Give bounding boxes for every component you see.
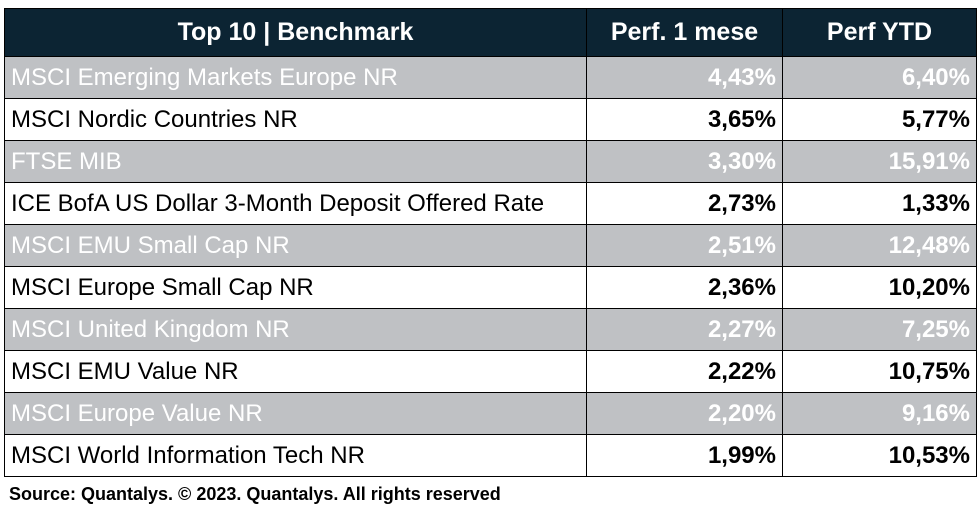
source-note: Source: Quantalys. © 2023. Quantalys. Al… (9, 484, 501, 504)
table-row: FTSE MIB 3,30% 15,91% (4, 140, 977, 183)
perf-1m-value: 2,73% (586, 182, 783, 225)
perf-ytd-value: 10,75% (782, 350, 977, 393)
header-perf-1-mese: Perf. 1 mese (586, 8, 783, 57)
benchmark-name: MSCI Europe Value NR (4, 392, 587, 435)
header-perf-ytd: Perf YTD (782, 8, 977, 57)
benchmark-name: MSCI EMU Small Cap NR (4, 224, 587, 267)
perf-ytd-value: 1,33% (782, 182, 977, 225)
table-row: MSCI Emerging Markets Europe NR 4,43% 6,… (4, 56, 977, 99)
benchmark-name: MSCI Europe Small Cap NR (4, 266, 587, 309)
benchmark-name: MSCI EMU Value NR (4, 350, 587, 393)
perf-ytd-value: 5,77% (782, 98, 977, 141)
table-row: ICE BofA US Dollar 3-Month Deposit Offer… (4, 182, 977, 225)
perf-1m-value: 3,65% (586, 98, 783, 141)
header-row: Top 10 | Benchmark Perf. 1 mese Perf YTD (4, 8, 977, 57)
perf-1m-value: 2,20% (586, 392, 783, 435)
perf-ytd-value: 10,20% (782, 266, 977, 309)
table-row: MSCI World Information Tech NR 1,99% 10,… (4, 434, 977, 477)
perf-ytd-value: 6,40% (782, 56, 977, 99)
table-row: MSCI EMU Small Cap NR 2,51% 12,48% (4, 224, 977, 267)
perf-1m-value: 2,51% (586, 224, 783, 267)
perf-ytd-value: 7,25% (782, 308, 977, 351)
perf-ytd-value: 10,53% (782, 434, 977, 477)
table-row: MSCI EMU Value NR 2,22% 10,75% (4, 350, 977, 393)
perf-1m-value: 3,30% (586, 140, 783, 183)
perf-ytd-value: 12,48% (782, 224, 977, 267)
perf-ytd-value: 15,91% (782, 140, 977, 183)
benchmark-name: MSCI World Information Tech NR (4, 434, 587, 477)
perf-1m-value: 4,43% (586, 56, 783, 99)
header-benchmark: Top 10 | Benchmark (4, 8, 587, 57)
benchmark-table: Top 10 | Benchmark Perf. 1 mese Perf YTD… (4, 8, 977, 477)
perf-ytd-value: 9,16% (782, 392, 977, 435)
benchmark-name: MSCI Nordic Countries NR (4, 98, 587, 141)
benchmark-name: ICE BofA US Dollar 3-Month Deposit Offer… (4, 182, 587, 225)
benchmark-name: FTSE MIB (4, 140, 587, 183)
benchmark-name: MSCI United Kingdom NR (4, 308, 587, 351)
perf-1m-value: 2,27% (586, 308, 783, 351)
perf-1m-value: 2,22% (586, 350, 783, 393)
perf-1m-value: 1,99% (586, 434, 783, 477)
table-row: MSCI United Kingdom NR 2,27% 7,25% (4, 308, 977, 351)
table-row: MSCI Nordic Countries NR 3,65% 5,77% (4, 98, 977, 141)
table-row: MSCI Europe Value NR 2,20% 9,16% (4, 392, 977, 435)
perf-1m-value: 2,36% (586, 266, 783, 309)
benchmark-name: MSCI Emerging Markets Europe NR (4, 56, 587, 99)
table-row: MSCI Europe Small Cap NR 2,36% 10,20% (4, 266, 977, 309)
